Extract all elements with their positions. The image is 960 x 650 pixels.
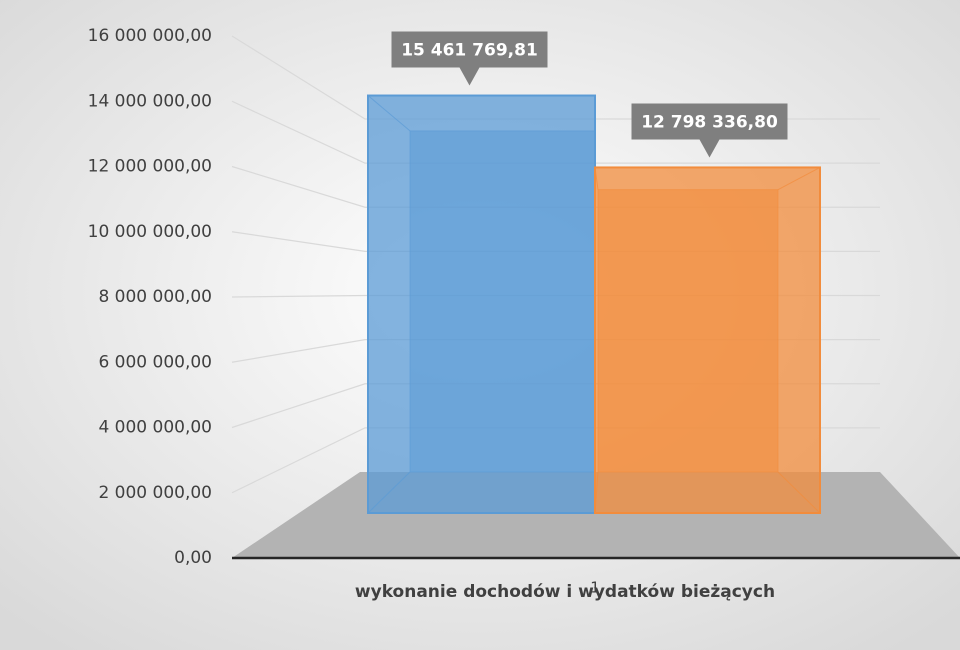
x-tick-label: 1 bbox=[590, 579, 600, 597]
y-tick-label: 8 000 000,00 bbox=[98, 287, 212, 307]
bar-front bbox=[594, 166, 821, 514]
grid-line bbox=[231, 100, 880, 164]
bar-edge bbox=[594, 167, 599, 190]
data-label-box bbox=[631, 103, 788, 158]
y-tick-label: 10 000 000,00 bbox=[88, 222, 212, 242]
data-label: 15 461 769,81 bbox=[401, 41, 538, 61]
data-label: 12 798 336,80 bbox=[641, 112, 778, 132]
y-tick-label: 0,00 bbox=[174, 548, 212, 568]
bar bbox=[594, 166, 821, 514]
bar-edge bbox=[777, 167, 821, 191]
y-tick-label: 2 000 000,00 bbox=[98, 483, 212, 503]
y-tick-label: 4 000 000,00 bbox=[98, 418, 212, 438]
x-axis-title: wykonanie dochodów i wydatków bieżących bbox=[355, 582, 775, 602]
y-tick-label: 12 000 000,00 bbox=[88, 157, 212, 177]
data-label-box bbox=[391, 31, 548, 86]
bar bbox=[367, 94, 596, 514]
y-tick-label: 14 000 000,00 bbox=[88, 91, 212, 111]
bar-edge bbox=[594, 471, 599, 514]
bar-edge bbox=[367, 471, 411, 514]
bar-edge bbox=[367, 95, 411, 132]
bar-front bbox=[367, 94, 596, 514]
bar-edge bbox=[777, 471, 821, 514]
y-tick-label: 16 000 000,00 bbox=[88, 26, 212, 46]
y-tick-label: 6 000 000,00 bbox=[98, 352, 212, 372]
